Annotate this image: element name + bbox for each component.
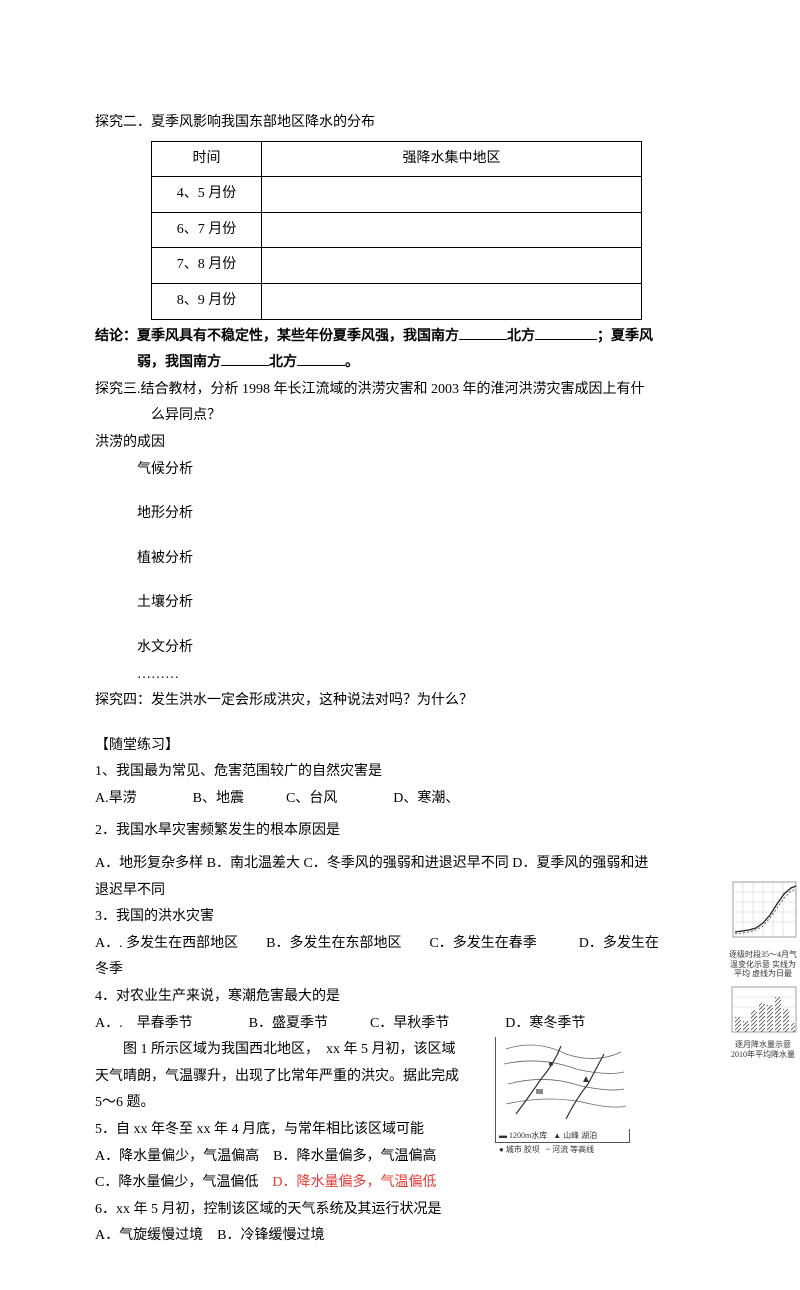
- q6: 6．xx 年 5 月初，控制该区域的天气系统及其运行状况是: [95, 1197, 705, 1224]
- conclusion-line2: 弱，我国南方 北方 。: [95, 350, 705, 377]
- table-row: 7、8 月份: [152, 248, 642, 284]
- line-chart-icon: [728, 880, 798, 950]
- cell-time: 7、8 月份: [152, 248, 262, 284]
- cause-climate: 气候分析: [95, 457, 705, 484]
- th-time: 时间: [152, 141, 262, 177]
- cause-terrain: 地形分析: [95, 501, 705, 528]
- q6-options: A．气旋缓慢过境 B．冷锋缓慢过境: [95, 1223, 705, 1250]
- ellipsis: ………: [95, 662, 705, 689]
- cell-time: 8、9 月份: [152, 283, 262, 319]
- cell-area: [262, 212, 642, 248]
- cell-time: 4、5 月份: [152, 177, 262, 213]
- blank[interactable]: [297, 352, 345, 366]
- q2: 2．我国水旱灾害频繁发生的根本原因是: [95, 818, 705, 845]
- table-row: 8、9 月份: [152, 283, 642, 319]
- conclusion-text: ；夏季风: [597, 329, 653, 344]
- q3: 3．我国的洪水灾害: [95, 904, 705, 931]
- table-row: 4、5 月份: [152, 177, 642, 213]
- cell-area: [262, 248, 642, 284]
- conclusion-text: 结论：夏季风具有不稳定性，某些年份夏季风强，我国南方: [95, 329, 459, 344]
- inquiry-4: 探究四：发生洪水一定会形成洪灾，这种说法对吗？为什么？: [95, 688, 705, 715]
- conclusion-text: 。: [345, 355, 359, 370]
- conclusion-text: 北方: [269, 355, 297, 370]
- cause-hydrology: 水文分析: [95, 635, 705, 662]
- q5-option-c: C．降水量偏少，气温偏低: [95, 1175, 272, 1190]
- q4: 4．对农业生产来说，寒潮危害最大的是: [95, 984, 705, 1011]
- legend-item: ▲ 山峰 湖泊: [553, 1131, 597, 1141]
- q4-options: A．. 早春季节 B．盛夏季节 C．早秋季节 D．寒冬季节: [95, 1011, 705, 1038]
- q3-options-cont: 冬季: [95, 957, 705, 984]
- map-legend: ▬ 1200m水库 ▲ 山峰 湖泊: [496, 1129, 629, 1143]
- conclusion-text: 北方: [507, 329, 535, 344]
- th-area: 强降水集中地区: [262, 141, 642, 177]
- cell-time: 6、7 月份: [152, 212, 262, 248]
- edge-bar-chart: 逐月降水量示意 2010年平均降水量: [728, 985, 798, 1059]
- conclusion-text: 弱，我国南方: [137, 355, 221, 370]
- cell-area: [262, 177, 642, 213]
- figure-panel: ▬ 1200m水库 ▲ 山峰 湖泊 ● 城市 胶坝 ~ 河流 等高线: [495, 1037, 705, 1147]
- map-legend: ● 城市 胶坝 ~ 河流 等高线: [496, 1143, 629, 1157]
- conclusion-line1: 结论：夏季风具有不稳定性，某些年份夏季风强，我国南方 北方 ；夏季风: [95, 324, 705, 351]
- q3-options: A．. 多发生在西部地区 B．多发生在东部地区 C．多发生在春季 D．多发生在: [95, 931, 705, 958]
- line-chart-caption: 逐级时段35～4月气温变化示意 实线为平均 虚线为日最: [728, 950, 798, 979]
- inquiry-3-line2: 么异同点？: [95, 403, 705, 430]
- blank[interactable]: [221, 352, 269, 366]
- q1-options: A.旱涝 B、地震 C、台风 D、寒潮、: [95, 786, 705, 813]
- cause-soil: 土壤分析: [95, 590, 705, 617]
- map-figure: ▬ 1200m水库 ▲ 山峰 湖泊 ● 城市 胶坝 ~ 河流 等高线: [495, 1037, 630, 1143]
- inquiry-3-line1: 探究三.结合教材，分析 1998 年长江流域的洪涝灾害和 2003 年的淮河洪涝…: [95, 377, 705, 404]
- precip-table: 时间 强降水集中地区 4、5 月份 6、7 月份 7、8 月份 8、9 月份: [151, 141, 642, 320]
- q1: 1、我国最为常见、危害范围较广的自然灾害是: [95, 759, 705, 786]
- bar-chart-icon: [728, 985, 798, 1040]
- q5-option-d: D．降水量偏多，气温偏低: [272, 1175, 436, 1190]
- q2-options: A．地形复杂多样 B．南北温差大 C．冬季风的强弱和进退迟早不同 D．夏季风的强…: [95, 851, 705, 878]
- legend-item: ~ 河流 等高线: [546, 1145, 594, 1155]
- cell-area: [262, 283, 642, 319]
- bar-chart-caption: 逐月降水量示意 2010年平均降水量: [728, 1040, 798, 1059]
- practice-heading: 【随堂练习】: [95, 733, 705, 760]
- heading-inquiry-2: 探究二．夏季风影响我国东部地区降水的分布: [95, 110, 705, 137]
- legend-item: ▬ 1200m水库: [499, 1131, 547, 1141]
- cause-heading: 洪涝的成因: [95, 430, 705, 457]
- table-row: 6、7 月份: [152, 212, 642, 248]
- q5-options-cd: C．降水量偏少，气温偏低 D．降水量偏多，气温偏低: [95, 1170, 705, 1197]
- cause-vegetation: 植被分析: [95, 546, 705, 573]
- blank[interactable]: [459, 326, 507, 340]
- legend-item: ● 城市 胶坝: [499, 1145, 540, 1155]
- edge-line-chart: 逐级时段35～4月气温变化示意 实线为平均 虚线为日最: [728, 880, 798, 979]
- blank[interactable]: [535, 326, 597, 340]
- map-icon: [496, 1037, 631, 1129]
- q2-options-cont: 退迟早不同: [95, 878, 705, 905]
